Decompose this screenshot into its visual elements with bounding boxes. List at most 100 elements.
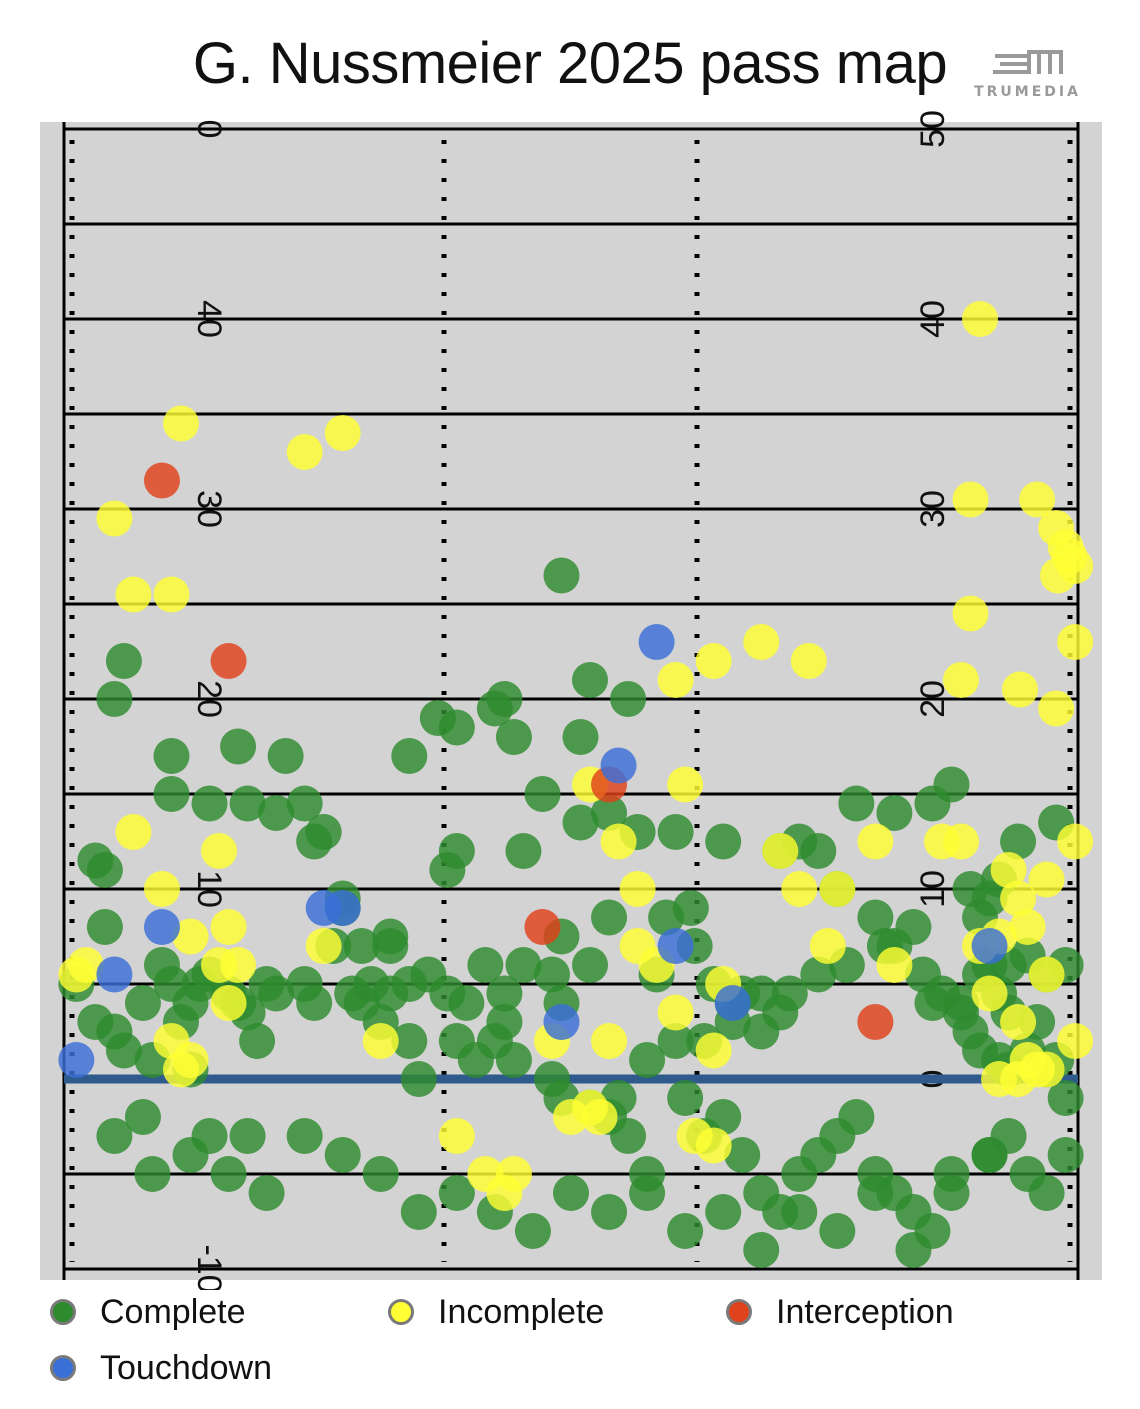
pass-point-interception (857, 1004, 894, 1040)
pass-point-touchdown (638, 624, 675, 660)
pass-point-complete (543, 557, 580, 594)
pass-point-incomplete (790, 643, 827, 679)
yard-label-left: 40 (190, 300, 228, 338)
pass-point-interception (210, 643, 247, 679)
pass-point-touchdown (600, 747, 637, 784)
pass-point-complete (857, 899, 894, 936)
pass-point-complete (705, 823, 742, 860)
pass-point-complete (724, 1137, 761, 1173)
pass-point-complete (895, 909, 932, 945)
pass-point-complete (610, 681, 647, 717)
pass-point-incomplete (210, 909, 247, 945)
legend-item-touchdown: Touchdown (50, 1348, 272, 1388)
legend-dot-interception (726, 1299, 752, 1325)
pass-point-complete (800, 956, 837, 993)
pass-point-complete (324, 1137, 361, 1173)
pass-point-complete (391, 738, 428, 774)
pass-point-incomplete (781, 871, 818, 907)
pass-point-complete (229, 1118, 266, 1154)
pass-point-incomplete (695, 1127, 732, 1164)
pass-point-complete (343, 928, 380, 964)
pass-point-incomplete (1028, 861, 1065, 898)
legend-label-complete: Complete (100, 1292, 246, 1331)
chart-title: G. Nussmeier 2025 pass map (192, 31, 948, 96)
pass-point-complete (105, 643, 142, 679)
pass-point-complete (124, 1099, 161, 1135)
pass-point-complete (239, 1023, 276, 1059)
pass-point-incomplete (1038, 690, 1075, 727)
pass-point-complete (657, 1023, 694, 1059)
pass-point-incomplete (819, 871, 856, 907)
pass-point-incomplete (943, 823, 979, 860)
pass-point-incomplete (876, 947, 913, 983)
pass-point-complete (419, 700, 456, 736)
pass-point-incomplete (619, 871, 656, 907)
pass-point-complete (258, 975, 295, 1012)
legend-item-complete: Complete (50, 1292, 246, 1332)
pass-point-complete (591, 1194, 628, 1230)
pass-point-incomplete (210, 985, 247, 1021)
pass-point-incomplete (600, 823, 637, 860)
pass-point-incomplete (952, 595, 989, 632)
pass-point-incomplete (96, 500, 133, 537)
yard-label-right: 30 (914, 490, 952, 528)
pass-point-complete (153, 776, 190, 812)
pass-point-incomplete (143, 871, 180, 907)
pass-point-complete (800, 833, 837, 869)
pass-point-incomplete (591, 1023, 628, 1059)
pass-point-complete (467, 947, 504, 983)
pass-point-incomplete (1001, 671, 1038, 708)
logo-text: TRUMEDIA (974, 84, 1081, 100)
pass-point-incomplete (362, 1023, 399, 1059)
pass-point-complete (514, 1213, 551, 1249)
pass-point-complete (248, 1175, 285, 1211)
legend-label-incomplete: Incomplete (438, 1292, 605, 1331)
pass-point-complete (771, 975, 808, 1012)
pass-point-touchdown (971, 928, 1008, 964)
pass-point-incomplete (1028, 956, 1065, 993)
pass-point-complete (391, 1023, 428, 1059)
pass-point-incomplete (1028, 1051, 1065, 1088)
pass-point-complete (705, 1194, 742, 1230)
pass-point-incomplete (220, 947, 257, 983)
pass-point-complete (438, 1175, 475, 1211)
pass-point-incomplete (743, 624, 780, 660)
pass-point-complete (876, 795, 913, 831)
yard-label-left: 0 (190, 120, 228, 139)
pass-point-complete (705, 1099, 742, 1135)
pass-point-complete (971, 1137, 1008, 1173)
pass-point-complete (857, 1175, 894, 1211)
legend-dot-touchdown (50, 1355, 76, 1381)
pass-point-complete (572, 662, 609, 698)
pass-point-complete (353, 966, 390, 1002)
pass-point-complete (562, 719, 599, 755)
legend-dot-complete (50, 1299, 76, 1325)
pass-point-incomplete (667, 766, 704, 803)
pass-point-incomplete (1038, 510, 1075, 546)
legend-label-interception: Interception (776, 1292, 954, 1331)
pass-point-incomplete (943, 662, 979, 698)
pass-point-incomplete (809, 928, 846, 964)
pass-point-complete (743, 1232, 780, 1268)
pass-point-complete (591, 899, 628, 936)
pass-point-complete (258, 795, 295, 831)
pass-point-complete (933, 766, 970, 803)
pass-point-touchdown (543, 1004, 580, 1040)
pass-point-incomplete (1057, 823, 1094, 860)
pass-point-complete (629, 1042, 666, 1078)
pass-point-incomplete (1000, 880, 1037, 917)
pass-point-complete (1028, 1175, 1065, 1211)
pass-point-complete (505, 947, 542, 983)
legend-item-incomplete: Incomplete (388, 1292, 604, 1332)
pass-point-touchdown (143, 909, 180, 945)
trumedia-logo-icon (993, 50, 1063, 74)
pass-point-incomplete (286, 434, 323, 470)
pass-point-complete (191, 785, 228, 822)
pass-point-incomplete (1009, 909, 1046, 945)
pass-point-complete (362, 1156, 399, 1192)
pass-point-complete (524, 776, 561, 812)
pass-point-complete (667, 1213, 704, 1249)
pass-point-complete (124, 985, 161, 1021)
pass-point-complete (553, 1175, 589, 1211)
pass-point-complete (610, 1118, 647, 1154)
